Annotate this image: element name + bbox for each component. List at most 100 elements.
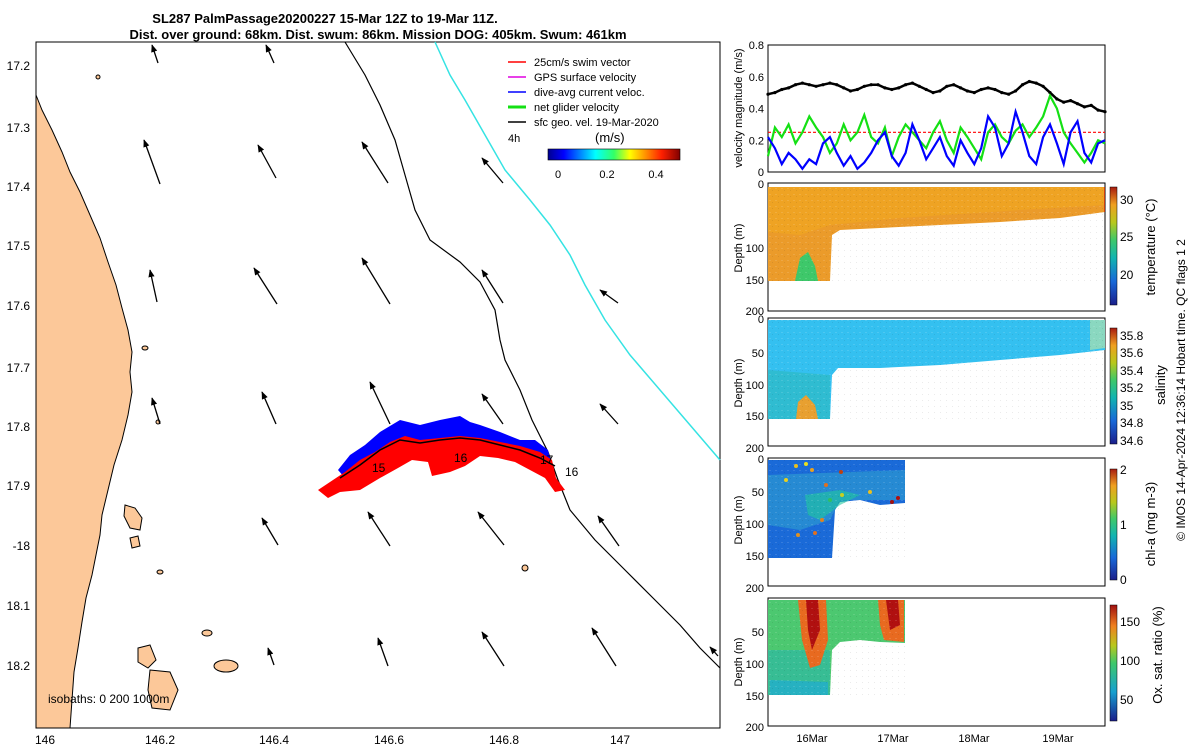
salinity-yticks: 0 50 100 150 200 [746, 314, 764, 455]
velocity-ytick: 0.8 [749, 40, 764, 52]
salinity-ytick: 150 [746, 411, 764, 423]
coastline-land [35, 94, 133, 729]
footer-credit: © IMOS 14-Apr-2024 12:36:14 Hobart time.… [1174, 239, 1188, 541]
salinity-ytick: 100 [746, 380, 764, 392]
chla-colorbar [1109, 468, 1118, 581]
velocity-series-dive-avg-current-veloc- [767, 107, 1106, 171]
velocity-point [904, 83, 908, 87]
lon-tick-label: 146.8 [489, 733, 519, 747]
glider-track-red [318, 436, 565, 498]
chla-cbar-tick: 0 [1120, 573, 1127, 587]
salinity-panel: 0 50 100 150 200 Depth (m) 34.6 34.8 35 … [733, 314, 1168, 455]
velocity-point [945, 84, 949, 88]
velocity-point [924, 87, 928, 92]
velocity-series-net-glider-velocity [766, 93, 1106, 165]
temperature-cbar-tick: 25 [1120, 230, 1134, 244]
chla-ytick: 50 [752, 487, 764, 499]
legend-swim-vector: 25cm/s swim vector [534, 57, 631, 69]
velocity-point [807, 83, 811, 87]
salinity-cbar-tick: 35 [1120, 399, 1134, 413]
velocity-series [766, 79, 1107, 171]
oxygen-ytick: 100 [746, 659, 764, 671]
salinity-ylabel: Depth (m) [733, 359, 745, 408]
figure-title-line2: Dist. over ground: 68km. Dist. swum: 86k… [129, 27, 626, 42]
temperature-yticks: 0 100 150 200 [746, 179, 764, 318]
oxygen-panel: 50 100 150 200 Depth (m) 50 100 150 Ox. … [733, 597, 1165, 745]
velocity-panel: 0 0.2 0.4 0.6 0.8 velocity magnitude (m/s) [733, 40, 1107, 179]
map-panel: 15 16 17 16 17.2 17.3 17.4 17.5 17.6 17.… [7, 41, 721, 747]
velocity-point [1062, 100, 1066, 104]
lon-tick-label: 146.6 [374, 733, 404, 747]
chla-panel: 0 50 100 150 200 Depth (m) 0 1 2 chl-a (… [733, 454, 1158, 595]
figure-title-line1: SL287 PalmPassage20200227 15-Mar 12Z to … [152, 11, 497, 26]
lat-tick-label: 17.4 [7, 180, 31, 194]
time-tick: 18Mar [958, 733, 990, 745]
chla-texture [768, 460, 905, 558]
lat-tick-label: 17.5 [7, 239, 31, 253]
velocity-point [869, 83, 873, 87]
current-boundary-cyan [434, 41, 721, 461]
velocity-point [1048, 91, 1052, 95]
temperature-ytick: 150 [746, 275, 764, 287]
chla-ytick: 0 [758, 454, 764, 466]
chla-cbar-tick: 2 [1120, 463, 1127, 477]
oxygen-ytick: 200 [746, 722, 764, 734]
isobaths-label: isobaths: 0 200 1000m [48, 692, 169, 706]
velocity-point [1069, 99, 1073, 103]
temperature-ytick: 0 [758, 179, 764, 191]
salinity-ytick: 200 [746, 443, 764, 455]
chla-cbar-ticks: 0 1 2 [1120, 463, 1127, 587]
lon-tick-labels: 146 146.2 146.4 146.6 146.8 147 [35, 733, 630, 747]
salinity-cbar-tick: 35.4 [1120, 364, 1144, 378]
temperature-ylabel: Depth (m) [733, 224, 745, 273]
day-label-3: 17 [540, 453, 554, 467]
velocity-point [1007, 92, 1011, 96]
oxygen-ylabel: Depth (m) [733, 638, 745, 687]
legend-dive-avg-current: dive-avg current veloc. [534, 87, 645, 99]
salinity-cbar-tick: 34.8 [1120, 416, 1144, 430]
salinity-ytick: 0 [758, 314, 764, 326]
velocity-point [883, 86, 887, 90]
surface-velocity-arrows [143, 44, 719, 667]
map-legend: 25cm/s swim vector GPS surface velocity … [508, 57, 681, 181]
lon-tick-label: 146.4 [259, 733, 289, 747]
lat-tick-label: 18.2 [7, 659, 31, 673]
lon-tick-label: 146 [35, 733, 55, 747]
chla-cbar-tick: 1 [1120, 518, 1127, 532]
salinity-cbar-tick: 35.8 [1120, 329, 1144, 343]
velocity-point [897, 86, 901, 90]
oxygen-cbar-tick: 100 [1120, 654, 1140, 668]
chla-ytick: 200 [746, 583, 764, 595]
velocity-ytick: 0 [758, 167, 764, 179]
time-tick: 17Mar [877, 733, 909, 745]
lon-tick-label: 147 [610, 733, 630, 747]
oxygen-cbar-label: Ox. sat. ratio (%) [1150, 606, 1165, 704]
velocity-point [952, 83, 956, 87]
velocity-point [1000, 91, 1004, 95]
oxygen-texture [768, 600, 905, 695]
temperature-texture [768, 187, 1105, 281]
velocity-ylabel: velocity magnitude (m/s) [733, 48, 745, 167]
salinity-cbar-tick: 34.6 [1120, 434, 1144, 448]
velocity-point [821, 83, 825, 87]
velocity-point [1103, 110, 1107, 114]
velocity-yticks: 0 0.2 0.4 0.6 0.8 [749, 40, 764, 179]
lat-tick-label: 17.8 [7, 420, 31, 434]
speed-colorbar-tick: 0 [555, 169, 561, 181]
velocity-point [917, 84, 921, 88]
day-label-1: 15 [372, 461, 386, 475]
chla-yticks: 0 50 100 150 200 [746, 454, 764, 595]
chla-sample-dots [784, 462, 900, 537]
temperature-ytick: 100 [746, 243, 764, 255]
velocity-point [1089, 103, 1093, 107]
velocity-point [972, 91, 976, 95]
velocity-point [800, 81, 805, 85]
velocity-point [780, 87, 784, 92]
time-tick: 19Mar [1042, 733, 1074, 745]
velocity-ytick: 0.6 [749, 72, 764, 84]
oxygen-ytick: 50 [752, 627, 764, 639]
speed-colorbar-tick: 0.2 [599, 169, 614, 181]
velocity-point [862, 84, 866, 88]
time-tick: 16Mar [796, 733, 828, 745]
salinity-cbar-tick: 35.2 [1120, 381, 1144, 395]
